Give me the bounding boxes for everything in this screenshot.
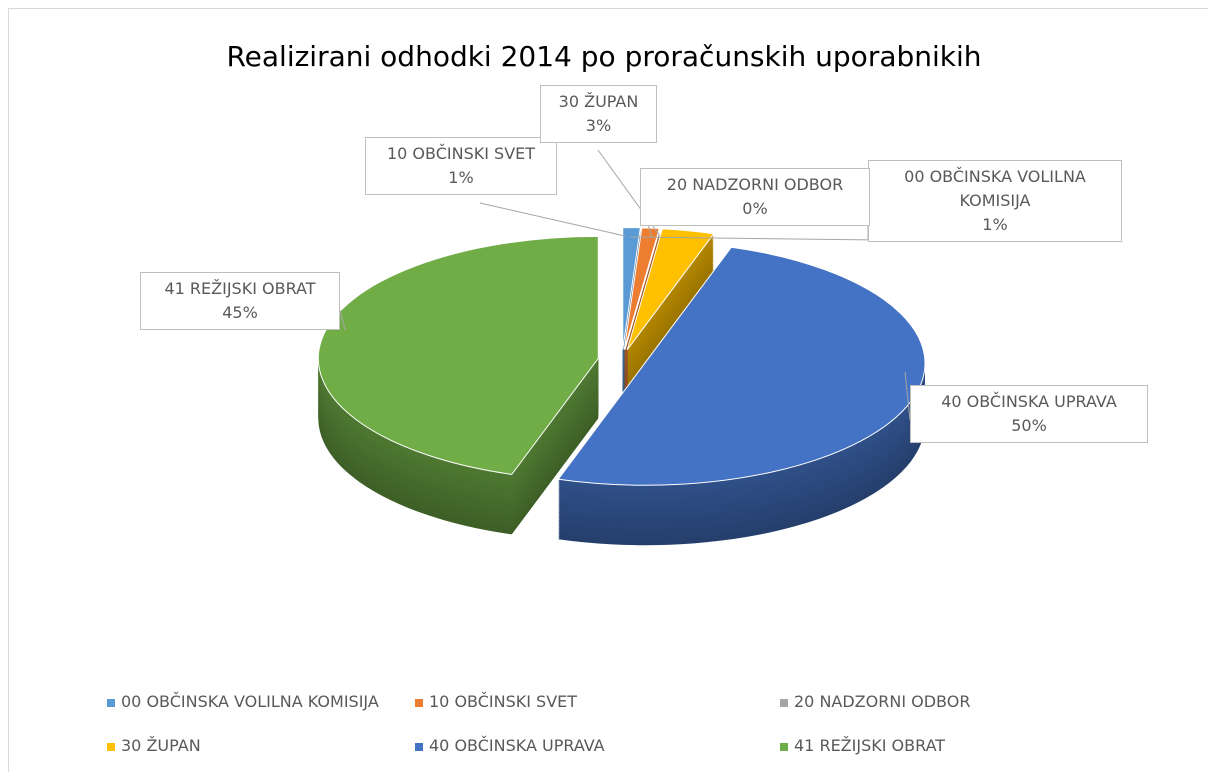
data-label-name: 41 REŽIJSKI OBRAT (164, 279, 316, 298)
data-label-name: 40 OBČINSKA UPRAVA (941, 392, 1117, 411)
slice (623, 227, 661, 350)
legend-swatch (107, 742, 115, 751)
legend-swatch (415, 742, 423, 751)
legend-swatch (415, 698, 423, 707)
data-label: 00 OBČINSKA VOLILNA KOMISIJA 1% (868, 160, 1122, 242)
data-label-name: 20 NADZORNI ODBOR (666, 175, 844, 194)
data-label: 40 OBČINSKA UPRAVA 50% (910, 385, 1148, 443)
legend-swatch (107, 698, 115, 707)
slice-side (624, 233, 660, 356)
chart-title: Realizirani odhodki 2014 po proračunskih… (226, 40, 982, 73)
legend-entry: 30 ŽUPAN (107, 736, 201, 755)
legend-swatch (780, 742, 788, 751)
leader-line (904, 371, 911, 421)
legend-label: 41 REŽIJSKI OBRAT (794, 736, 946, 755)
data-label: 10 OBČINSKI SVET 1% (365, 137, 557, 195)
legend-entry: 41 REŽIJSKI OBRAT (780, 736, 945, 755)
slice (317, 235, 599, 475)
data-label-name: 10 OBČINSKI SVET (386, 144, 536, 163)
chart-frame (8, 8, 1208, 772)
data-label: 20 NADZORNI ODBOR 0% (640, 168, 870, 226)
slice (626, 228, 715, 351)
data-label-name: 00 OBČINSKA VOLILNA KOMISIJA (904, 167, 1086, 210)
data-label: 30 ŽUPAN 3% (540, 85, 657, 143)
legend-label: 10 OBČINSKI SVET (429, 692, 578, 711)
legend-label: 40 OBČINSKA UPRAVA (429, 736, 605, 755)
legend-label: 00 OBČINSKA VOLILNA KOMISIJA (121, 692, 379, 711)
legend-entry: 10 OBČINSKI SVET (415, 692, 577, 711)
pie (317, 227, 926, 546)
data-label-value: 3% (585, 116, 612, 135)
leader-line (479, 202, 626, 237)
slice (622, 227, 641, 350)
legend-label: 30 ŽUPAN (121, 736, 201, 755)
data-label-value: 0% (742, 199, 768, 218)
data-label-value: 50% (1011, 416, 1047, 435)
data-label-value: 1% (982, 215, 1008, 234)
data-label: 41 REŽIJSKI OBRAT 45% (140, 272, 340, 330)
legend-entry: 40 OBČINSKA UPRAVA (415, 736, 605, 755)
slice-side (624, 235, 660, 358)
data-label-value: 1% (448, 168, 474, 187)
data-label-name: 30 ŽUPAN (558, 92, 639, 111)
data-label-value: 45% (222, 303, 258, 322)
leader-line (339, 309, 346, 331)
legend-entry: 20 NADZORNI ODBOR (780, 692, 970, 711)
legend-label: 20 NADZORNI ODBOR (794, 692, 971, 711)
legend-swatch (780, 698, 788, 707)
legend-entry: 00 OBČINSKA VOLILNA KOMISIJA (107, 692, 379, 711)
